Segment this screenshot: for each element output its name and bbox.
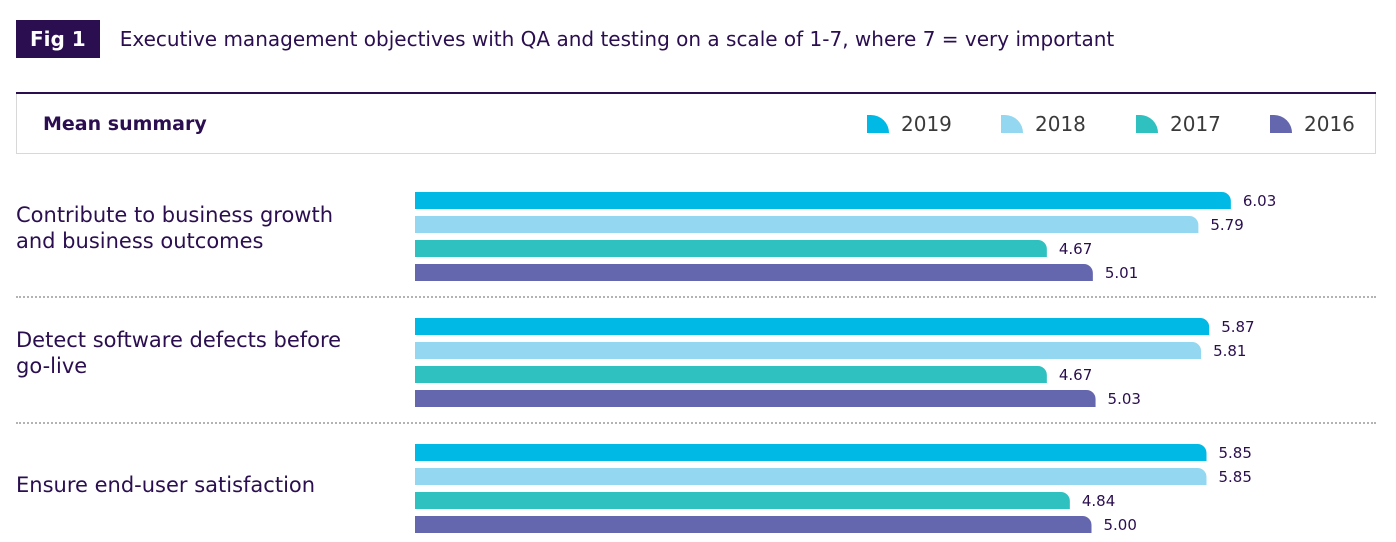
bar-ensure-end-user-satisfac-2018 (415, 468, 1207, 485)
bar-detect-software-defects--2016 (415, 390, 1096, 407)
bar-value-label: 4.67 (1059, 366, 1092, 384)
legend-swatch-2017 (1136, 115, 1158, 133)
bar-value-label: 5.85 (1219, 444, 1252, 462)
bar-value-label: 5.81 (1213, 342, 1246, 360)
bar-contribute-to-business-g-2016 (415, 264, 1093, 281)
bar-detect-software-defects--2018 (415, 342, 1202, 359)
category-label-business-growth: Contribute to business growth and busine… (16, 203, 334, 253)
category-label-detect-defects: Detect software defects before go-live (16, 328, 342, 378)
figure-header: Fig 1 Executive management objectives wi… (16, 20, 1114, 58)
category-label-end-user-satisfaction: Ensure end-user satisfaction (16, 473, 316, 497)
legend-swatch-2016 (1270, 115, 1292, 133)
bar-ensure-end-user-satisfac-2019 (415, 444, 1207, 461)
legend-swatch-2019 (867, 115, 889, 133)
legend-item-2016: 2016 (1270, 112, 1355, 136)
bar-detect-software-defects--2019 (415, 318, 1210, 335)
legend-label-2017: 2017 (1170, 112, 1221, 136)
legend-label-2018: 2018 (1035, 112, 1086, 136)
category-divider (16, 422, 1376, 424)
legend-title: Mean summary (43, 113, 207, 135)
bar-value-label: 5.01 (1105, 264, 1138, 282)
bar-contribute-to-business-g-2018 (415, 216, 1199, 233)
bar-ensure-end-user-satisfac-2016 (415, 516, 1092, 533)
legend-swatch-2018 (1001, 115, 1023, 133)
bar-value-label: 6.03 (1243, 192, 1276, 210)
bar-value-label: 5.79 (1210, 216, 1243, 234)
figure-title: Executive management objectives with QA … (119, 27, 1115, 51)
bar-ensure-end-user-satisfac-2017 (415, 492, 1070, 509)
bar-contribute-to-business-g-2017 (415, 240, 1047, 257)
bar-value-label: 5.85 (1219, 468, 1252, 486)
legend-label-2019: 2019 (901, 112, 952, 136)
bar-value-label: 5.00 (1104, 516, 1137, 534)
figure-badge: Fig 1 (16, 20, 100, 58)
bar-value-label: 5.03 (1108, 390, 1141, 408)
bar-value-label: 5.87 (1221, 318, 1254, 336)
legend-label-2016: 2016 (1304, 112, 1355, 136)
legend-item-2019: 2019 (867, 112, 952, 136)
bar-contribute-to-business-g-2019 (415, 192, 1231, 209)
category-divider (16, 296, 1376, 298)
top-rule (16, 92, 1376, 94)
legend-item-2018: 2018 (1001, 112, 1086, 136)
bar-value-label: 4.84 (1082, 492, 1115, 510)
bar-detect-software-defects--2017 (415, 366, 1047, 383)
legend: Mean summary 2019 2018 2017 2016 (16, 94, 1376, 154)
legend-item-2017: 2017 (1136, 112, 1221, 136)
bar-value-label: 4.67 (1059, 240, 1092, 258)
